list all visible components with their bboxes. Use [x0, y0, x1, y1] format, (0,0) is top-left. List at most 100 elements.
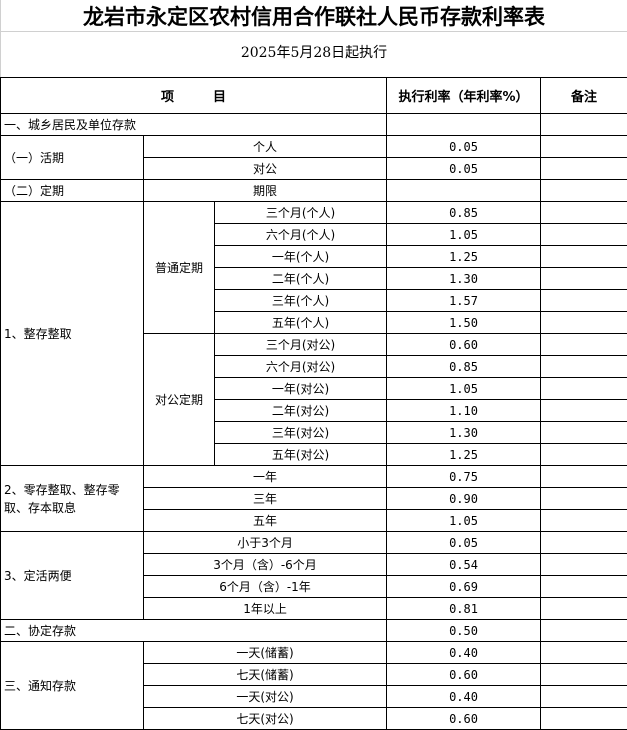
item-cell: 三年 — [142, 487, 388, 510]
table-row: 三年 0.90 — [1, 487, 627, 510]
group-label: 3、定活两便 — [0, 531, 144, 620]
rate-cell: 0.05 — [386, 531, 542, 554]
section-label: 一、城乡居民及单位存款 — [0, 113, 388, 136]
note-cell — [540, 553, 627, 576]
note-cell — [540, 641, 627, 664]
note-cell — [540, 157, 627, 180]
note-cell — [540, 465, 627, 488]
item-cell: 个人 — [142, 135, 388, 158]
rate-cell: 1.25 — [386, 443, 542, 466]
note-cell — [540, 267, 627, 290]
table-row: 三年(个人) 1.57 — [1, 289, 627, 312]
note-cell — [540, 355, 627, 378]
note-cell — [540, 179, 627, 202]
rate-cell: 0.60 — [386, 707, 542, 730]
item-cell: 一天(对公) — [142, 685, 388, 708]
item-cell: 五年(个人) — [213, 311, 388, 334]
table-row: 2、零存整取、整存零取、存本取息 一年 0.75 — [0, 465, 627, 532]
rate-cell: 1.30 — [386, 421, 542, 444]
table-row: （二）定期 期限 — [0, 179, 627, 202]
rate-cell: 0.50 — [386, 619, 542, 642]
note-cell — [540, 311, 627, 334]
table-row: 一天(对公) 0.40 — [1, 685, 627, 708]
section-label: 三、通知存款 — [0, 641, 144, 730]
rate-cell: 0.40 — [386, 641, 542, 664]
note-cell — [540, 245, 627, 268]
item-cell: 小于3个月 — [142, 531, 388, 554]
table-row: （一）活期 个人 0.05 — [0, 135, 627, 180]
rate-cell: 0.40 — [386, 685, 542, 708]
rate-cell: 1.57 — [386, 289, 542, 312]
rate-cell: 0.60 — [386, 663, 542, 686]
item-cell: 二年(对公) — [213, 399, 388, 422]
rate-cell: 0.60 — [386, 333, 542, 356]
group-label: 1、整存整取 — [0, 201, 144, 466]
item-cell: 六个月(对公) — [213, 355, 388, 378]
note-cell — [540, 377, 627, 400]
item-cell: 对公 — [142, 157, 388, 180]
rate-cell: 1.05 — [386, 223, 542, 246]
table-row: 七天(储蓄) 0.60 — [1, 663, 627, 686]
subgroup-label: 对公定期 — [143, 333, 215, 466]
item-cell: 1年以上 — [142, 597, 388, 620]
table-row: 一年(对公) 1.05 — [1, 377, 627, 400]
group-label: （一）活期 — [0, 135, 144, 180]
item-cell: 一年 — [142, 465, 388, 488]
item-cell: 一年(个人) — [213, 245, 388, 268]
note-cell — [540, 707, 627, 730]
group-label: 2、零存整取、整存零取、存本取息 — [0, 465, 144, 532]
rate-cell: 0.90 — [386, 487, 542, 510]
item-cell: 三年(对公) — [213, 421, 388, 444]
rate-cell: 1.05 — [386, 509, 542, 532]
header-note: 备注 — [540, 77, 627, 114]
effective-date: 2025年5月28日起执行 — [0, 32, 627, 77]
note-cell — [540, 443, 627, 466]
table-row: 五年 1.05 — [1, 509, 627, 532]
note-cell — [540, 619, 627, 642]
note-cell — [540, 575, 627, 598]
rate-cell: 0.85 — [386, 355, 542, 378]
rate-cell: 1.30 — [386, 267, 542, 290]
note-cell — [540, 597, 627, 620]
page-title: 龙岩市永定区农村信用合作联社人民币存款利率表 — [0, 0, 627, 32]
rate-cell: 1.05 — [386, 377, 542, 400]
term-label: 期限 — [142, 179, 388, 202]
rate-cell — [386, 113, 542, 136]
note-cell — [540, 399, 627, 422]
rate-table: 项 目 执行利率（年利率%） 备注 一、城乡居民及单位存款 （一）活期 个人 0.05… — [0, 77, 627, 730]
section-label: 二、协定存款 — [0, 619, 388, 642]
item-cell: 6个月（含）-1年 — [142, 575, 388, 598]
table-row: 七天(对公) 0.60 — [1, 707, 627, 730]
note-cell — [540, 509, 627, 532]
item-cell: 六个月(个人) — [213, 223, 388, 246]
note-cell — [540, 333, 627, 356]
item-cell: 七天(对公) — [142, 707, 388, 730]
header-item: 项 目 — [0, 77, 388, 114]
rate-cell: 0.75 — [386, 465, 542, 488]
table-row: 六个月(个人) 1.05 — [1, 223, 627, 246]
note-cell — [540, 487, 627, 510]
item-cell: 3个月（含）-6个月 — [142, 553, 388, 576]
subgroup-label: 普通定期 — [143, 201, 215, 334]
note-cell — [540, 201, 627, 224]
note-cell — [540, 289, 627, 312]
rate-cell: 0.85 — [386, 201, 542, 224]
table-row: 五年(个人) 1.50 — [1, 311, 627, 334]
item-cell: 三年(个人) — [213, 289, 388, 312]
table-row: 1、整存整取 普通定期 三个月(个人) 0.85 — [0, 201, 627, 466]
rate-cell: 0.05 — [386, 135, 542, 158]
table-row: 3、定活两便 小于3个月 0.05 — [0, 531, 627, 620]
rate-cell: 0.69 — [386, 575, 542, 598]
rate-cell: 0.54 — [386, 553, 542, 576]
note-cell — [540, 113, 627, 136]
note-cell — [540, 223, 627, 246]
table-row: 三年(对公) 1.30 — [1, 421, 627, 444]
table-row: 二、协定存款 0.50 — [0, 619, 627, 642]
rate-cell: 0.05 — [386, 157, 542, 180]
note-cell — [540, 135, 627, 158]
table-row: 6个月（含）-1年 0.69 — [1, 575, 627, 598]
header-rate: 执行利率（年利率%） — [386, 77, 542, 114]
item-cell: 七天(储蓄) — [142, 663, 388, 686]
rate-cell: 1.50 — [386, 311, 542, 334]
note-cell — [540, 531, 627, 554]
